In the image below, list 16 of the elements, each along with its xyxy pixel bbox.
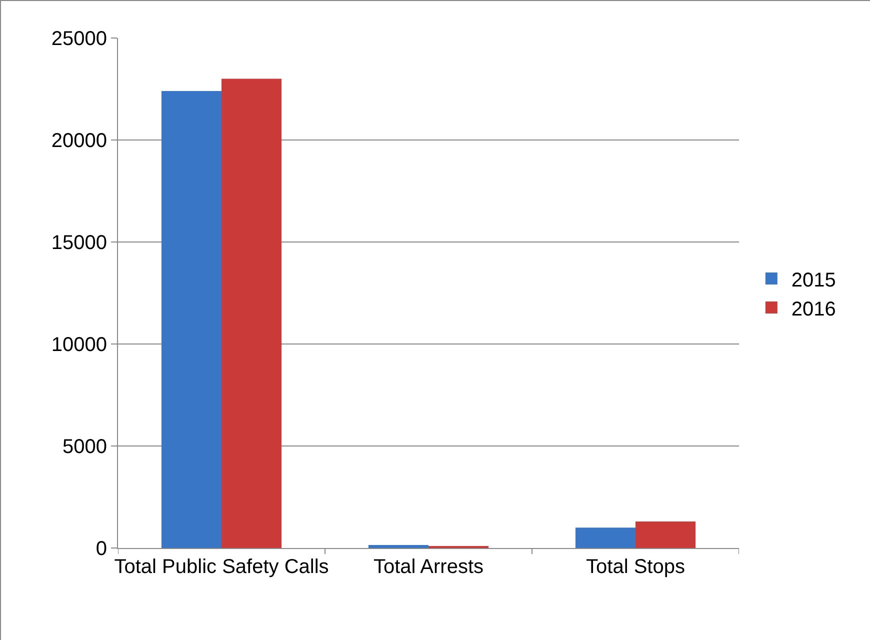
bar <box>368 544 428 548</box>
y-tick-label: 5000 <box>62 436 107 458</box>
bar <box>575 528 636 548</box>
y-tick-label: 15000 <box>51 232 107 254</box>
y-tick-label: 25000 <box>51 28 107 50</box>
x-tick-label: Total Arrests <box>373 556 484 578</box>
x-tick-label: Total Public Safety Calls <box>114 556 329 578</box>
x-tick-label: Total Stops <box>586 556 685 578</box>
legend-label: 2015 <box>791 269 836 292</box>
bar <box>222 78 282 548</box>
y-tick-label: 0 <box>96 538 107 560</box>
legend-label: 2016 <box>791 298 836 320</box>
bar <box>636 521 696 548</box>
y-tick-label: 10000 <box>51 334 107 356</box>
y-tick-label: 20000 <box>51 130 107 152</box>
bar <box>161 91 222 548</box>
